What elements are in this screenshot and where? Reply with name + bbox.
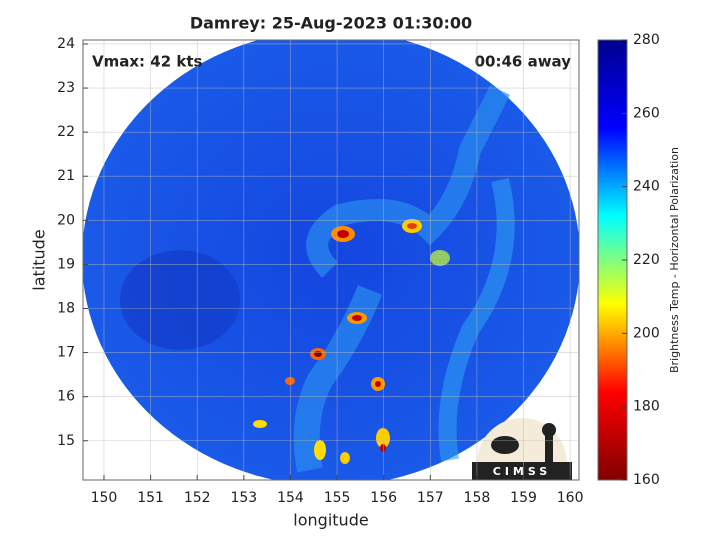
x-tick-label: 150 [91, 490, 118, 506]
x-tick-label: 154 [277, 490, 304, 506]
annotation: 00:46 away [475, 53, 572, 71]
x-tick-label: 158 [464, 490, 491, 506]
colorbar-tick-label: 240 [633, 179, 660, 195]
annotation: Vmax: 42 kts [92, 53, 202, 71]
y-tick-label: 23 [57, 80, 75, 96]
chart-title: Damrey: 25-Aug-2023 01:30:00 [190, 14, 472, 33]
y-tick-label: 16 [57, 389, 75, 405]
x-tick-label: 151 [137, 490, 164, 506]
y-tick-label: 21 [57, 168, 75, 184]
cimss-logo: CIMSS [472, 418, 572, 480]
y-tick-label: 20 [57, 212, 75, 228]
colorbar-tick-label: 260 [633, 105, 660, 121]
y-axis-label: latitude [30, 229, 49, 290]
x-tick-label: 152 [184, 490, 211, 506]
brightness-image: CIMSS [83, 40, 579, 480]
plot-frame [82, 39, 580, 481]
y-tick-label: 15 [57, 433, 75, 449]
x-tick-label: 160 [557, 490, 584, 506]
x-tick-label: 157 [417, 490, 444, 506]
colorbar-tick-label: 280 [633, 32, 660, 48]
colorbar-tick-label: 220 [633, 252, 660, 268]
x-tick-label: 156 [370, 490, 397, 506]
colorbar-tick-label: 160 [633, 472, 660, 488]
colorbar-tick-label: 200 [633, 325, 660, 341]
y-tick-label: 17 [57, 345, 75, 361]
x-tick-label: 155 [324, 490, 351, 506]
x-tick-label: 153 [230, 490, 257, 506]
logo-text: CIMSS [493, 465, 551, 478]
colorbar-tick-label: 180 [633, 399, 660, 415]
y-tick-label: 24 [57, 36, 75, 52]
x-axis-label: longitude [293, 511, 368, 530]
colorbar-label: Brightness Temp - Horizontal Polarizatio… [668, 147, 681, 373]
y-tick-label: 22 [57, 124, 75, 140]
y-tick-label: 19 [57, 256, 75, 272]
y-tick-label: 18 [57, 300, 75, 316]
x-tick-label: 159 [510, 490, 537, 506]
